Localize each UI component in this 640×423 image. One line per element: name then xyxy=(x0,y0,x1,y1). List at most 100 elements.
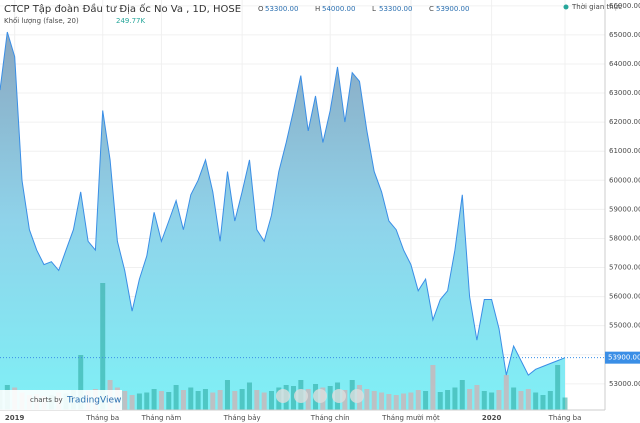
ohlc-name: O xyxy=(258,5,264,13)
y-tick-label: 58000.00 xyxy=(609,234,640,242)
last-price-tag xyxy=(605,351,640,364)
volume-bar xyxy=(401,393,407,410)
brand-name: TradingView xyxy=(66,396,121,406)
volume-bar xyxy=(430,365,436,410)
volume-bar xyxy=(166,392,172,410)
volume-bar xyxy=(246,382,252,410)
volume-bar xyxy=(408,392,414,410)
volume-bar xyxy=(555,365,561,410)
brand[interactable]: charts by TradingView xyxy=(0,390,122,410)
x-tick-label: Tháng ba xyxy=(85,414,119,422)
y-tick-label: 65000.00 xyxy=(609,31,640,39)
last-price-label: 53900.00 xyxy=(608,354,640,362)
y-tick-label: 53000.00 xyxy=(609,380,640,388)
x-tick-label: Tháng bảy xyxy=(223,414,261,422)
volume-bar xyxy=(503,375,509,410)
price-line xyxy=(0,31,566,376)
button[interactable] xyxy=(313,389,327,403)
volume-bar xyxy=(305,389,311,410)
button[interactable] xyxy=(350,389,364,403)
volume-bar xyxy=(489,392,495,410)
y-tick-label: 63000.00 xyxy=(609,89,640,97)
ohlc-name: C xyxy=(429,5,434,13)
volume-bar xyxy=(518,391,524,410)
volume-bar xyxy=(202,389,208,410)
area-fill xyxy=(0,32,565,410)
ohlc-name: H xyxy=(315,5,320,13)
volume-bar xyxy=(437,392,443,410)
chart-title: CTCP Tập đoàn Đầu tư Địa ốc No Va , 1D, … xyxy=(4,3,241,15)
volume-bar xyxy=(261,392,267,410)
volume-bar xyxy=(393,395,399,410)
volume-bar xyxy=(364,389,370,410)
volume-legend: Khối lượng (false, 20) xyxy=(4,17,79,25)
volume-bar xyxy=(327,386,333,410)
y-tick-label: 61000.00 xyxy=(609,147,640,155)
y-tick-label: 66000.00 xyxy=(609,2,640,10)
volume-bar xyxy=(386,394,392,410)
volume-bar xyxy=(423,391,429,410)
y-tick-label: 62000.00 xyxy=(609,118,640,126)
ohlc-value: 53300.00 xyxy=(379,5,412,13)
volume-bar xyxy=(342,390,348,410)
volume-bar xyxy=(195,391,201,410)
volume-bar xyxy=(291,386,297,410)
volume-bar xyxy=(379,392,385,410)
volume-bar xyxy=(562,397,568,410)
realtime: Thời gian thực xyxy=(571,3,622,11)
volume-bar xyxy=(210,392,216,410)
volume-bar xyxy=(129,395,135,410)
volume-bar xyxy=(525,389,531,410)
volume-bar xyxy=(136,393,142,410)
x-tick-label: Tháng mười một xyxy=(381,414,440,422)
ohlc-value: 53900.00 xyxy=(436,5,469,13)
button[interactable] xyxy=(332,389,346,403)
volume-bar xyxy=(122,391,128,410)
volume-bar xyxy=(188,387,194,410)
volume-bar xyxy=(158,391,164,410)
volume-bar xyxy=(533,392,539,410)
volume-bar xyxy=(239,389,245,410)
volume-bar xyxy=(268,391,274,410)
ohlc-value: 53300.00 xyxy=(265,5,298,13)
volume-value: 249.77K xyxy=(116,17,145,25)
volume-bar xyxy=(144,392,150,410)
volume-bar xyxy=(232,391,238,410)
volume-bar xyxy=(481,391,487,410)
ohlc-value: 54000.00 xyxy=(322,5,355,13)
volume-bar xyxy=(459,380,465,410)
y-tick-label: 55000.00 xyxy=(609,322,640,330)
volume-bar xyxy=(151,389,157,410)
volume-bar xyxy=(224,380,230,410)
y-tick-label: 59000.00 xyxy=(609,205,640,213)
volume-bar xyxy=(511,387,517,410)
x-tick-label: Tháng năm xyxy=(141,414,182,422)
volume-bar xyxy=(452,387,458,410)
y-tick-label: 64000.00 xyxy=(609,60,640,68)
zoom-controls xyxy=(276,389,364,403)
button[interactable] xyxy=(276,389,290,403)
y-tick-label: 56000.00 xyxy=(609,293,640,301)
x-tick-label: 2019 xyxy=(5,414,25,422)
x-tick-label: Tháng chín xyxy=(310,414,350,422)
volume-bar xyxy=(371,391,377,410)
brand-text: charts by xyxy=(30,396,63,404)
volume-bar xyxy=(173,385,179,410)
volume-bar xyxy=(180,390,186,410)
button[interactable] xyxy=(294,389,308,403)
volume-bar xyxy=(540,395,546,410)
volume-bar xyxy=(254,390,260,410)
volume-bar xyxy=(78,355,84,410)
y-tick-label: 60000.00 xyxy=(609,176,640,184)
volume-bar xyxy=(100,283,106,410)
volume-bar xyxy=(496,390,502,410)
volume-bar xyxy=(415,390,421,410)
y-tick-label: 57000.00 xyxy=(609,264,640,272)
volume-bar xyxy=(445,390,451,410)
realtime-dot xyxy=(563,4,569,10)
x-tick-label: 2020 xyxy=(482,414,502,422)
volume-bar xyxy=(547,391,553,410)
brand-bg xyxy=(0,390,122,410)
volume-bar xyxy=(467,389,473,410)
